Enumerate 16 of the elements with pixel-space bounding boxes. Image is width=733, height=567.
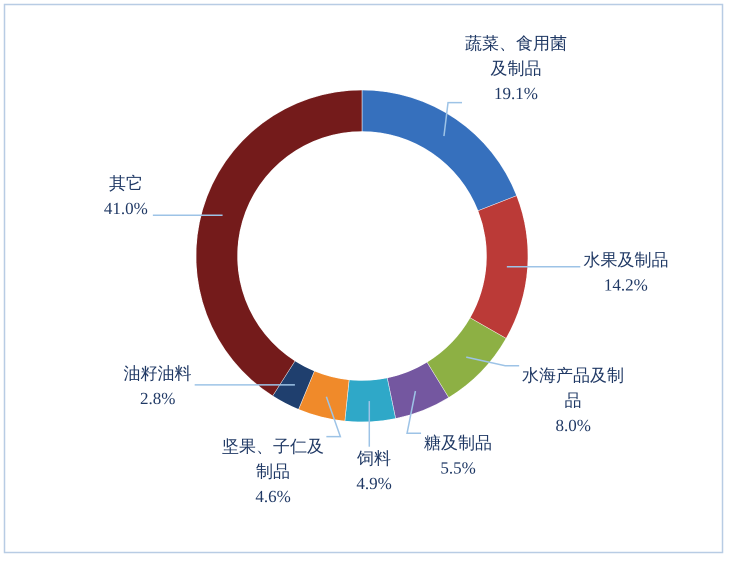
slice-label: 油籽油料 [124,364,192,383]
data-label: 8.0% [555,416,591,436]
slice-label: 水海产品及制品 [522,366,624,410]
data-label: 5.5% [440,458,476,478]
data-label: 19.1% [494,84,538,104]
slice-label: 水果及制品 [583,250,668,270]
slice-label: 坚果、子仁及制品 [222,437,324,482]
data-label: 14.2% [604,275,648,294]
data-label: 4.9% [356,474,392,494]
data-label: 4.6% [255,487,291,506]
slice-label: 其它 [108,174,143,194]
data-label: 2.8% [140,388,176,408]
data-label: 41.0% [104,199,148,218]
slice-label: 蔬菜、食用菌及制品 [465,34,568,78]
slice-label: 饲料 [356,449,392,468]
slice-label: 糖及制品 [424,434,492,453]
